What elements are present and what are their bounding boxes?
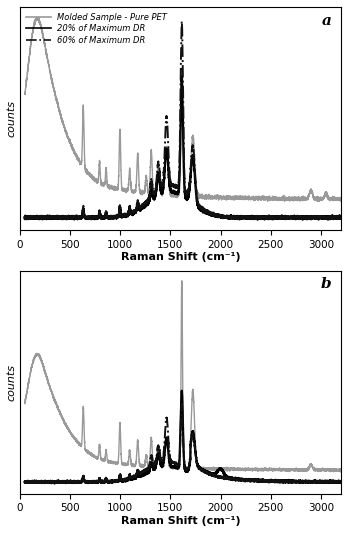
Molded Sample - Pure PET <box>98 161 102 168</box>
Molded Sample - Pure PET <box>35 14 40 20</box>
Molded Sample - Pure PET <box>337 196 341 202</box>
20% of Maximum DR <box>339 214 343 221</box>
Molded Sample - Pure PET <box>23 91 27 98</box>
20% of Maximum DR <box>23 214 27 221</box>
20% of Maximum DR <box>100 216 104 222</box>
Line: 20% of Maximum DR: 20% of Maximum DR <box>25 76 341 220</box>
60% of Maximum DR <box>142 202 146 208</box>
60% of Maximum DR <box>100 214 104 221</box>
Molded Sample - Pure PET <box>339 195 343 201</box>
60% of Maximum DR <box>180 18 184 25</box>
60% of Maximum DR <box>96 214 100 221</box>
Molded Sample - Pure PET <box>165 144 169 150</box>
60% of Maximum DR <box>98 209 102 215</box>
Molded Sample - Pure PET <box>317 198 321 205</box>
Line: 60% of Maximum DR: 60% of Maximum DR <box>25 21 341 220</box>
Y-axis label: counts: counts <box>7 100 17 137</box>
20% of Maximum DR <box>96 213 100 220</box>
X-axis label: Raman Shift (cm⁻¹): Raman Shift (cm⁻¹) <box>120 252 240 262</box>
Line: Molded Sample - Pure PET: Molded Sample - Pure PET <box>25 17 341 201</box>
X-axis label: Raman Shift (cm⁻¹): Raman Shift (cm⁻¹) <box>120 516 240 526</box>
60% of Maximum DR <box>165 115 169 121</box>
Y-axis label: counts: counts <box>7 364 17 401</box>
20% of Maximum DR <box>255 216 260 223</box>
20% of Maximum DR <box>337 214 341 220</box>
Molded Sample - Pure PET <box>96 176 100 183</box>
Text: b: b <box>321 277 331 292</box>
60% of Maximum DR <box>23 213 27 220</box>
20% of Maximum DR <box>142 204 146 211</box>
60% of Maximum DR <box>52 216 56 223</box>
20% of Maximum DR <box>180 73 184 79</box>
20% of Maximum DR <box>98 211 102 217</box>
Molded Sample - Pure PET <box>100 180 104 186</box>
60% of Maximum DR <box>339 215 343 221</box>
Legend: Molded Sample - Pure PET, 20% of Maximum DR, 60% of Maximum DR: Molded Sample - Pure PET, 20% of Maximum… <box>24 11 169 46</box>
20% of Maximum DR <box>164 147 168 153</box>
60% of Maximum DR <box>337 215 341 222</box>
Text: a: a <box>322 14 331 28</box>
Molded Sample - Pure PET <box>142 189 146 196</box>
